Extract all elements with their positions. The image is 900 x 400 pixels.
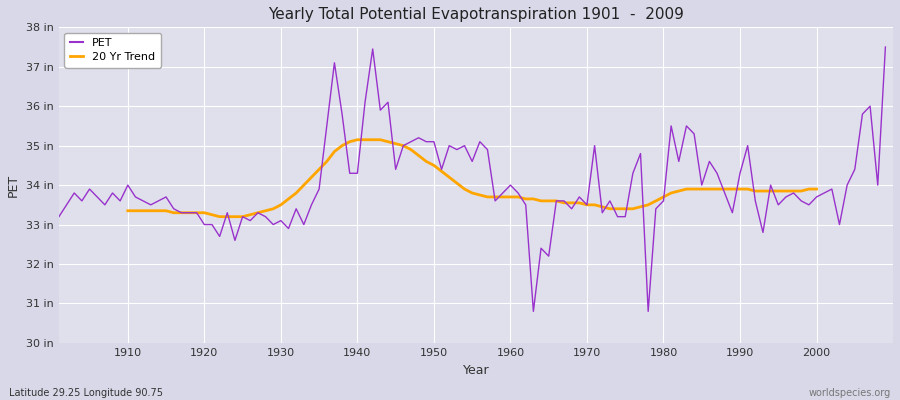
- PET: [528, 309, 539, 314]
- PET: [53, 214, 64, 219]
- Y-axis label: PET: PET: [7, 174, 20, 197]
- 20 Yr Trend: [214, 214, 225, 219]
- Text: Latitude 29.25 Longitude 90.75: Latitude 29.25 Longitude 90.75: [9, 388, 163, 398]
- 20 Yr Trend: [207, 212, 218, 217]
- 20 Yr Trend: [719, 187, 730, 192]
- 20 Yr Trend: [122, 208, 133, 213]
- Legend: PET, 20 Yr Trend: PET, 20 Yr Trend: [65, 33, 161, 68]
- Line: PET: PET: [58, 47, 886, 311]
- PET: [605, 198, 616, 203]
- Title: Yearly Total Potential Evapotranspiration 1901  -  2009: Yearly Total Potential Evapotranspiratio…: [268, 7, 684, 22]
- PET: [284, 226, 294, 231]
- 20 Yr Trend: [352, 137, 363, 142]
- 20 Yr Trend: [291, 191, 302, 196]
- 20 Yr Trend: [306, 175, 317, 180]
- X-axis label: Year: Year: [463, 364, 490, 377]
- 20 Yr Trend: [536, 198, 546, 203]
- Text: worldspecies.org: worldspecies.org: [809, 388, 891, 398]
- PET: [880, 45, 891, 50]
- 20 Yr Trend: [811, 187, 822, 192]
- 20 Yr Trend: [804, 187, 814, 192]
- PET: [505, 183, 516, 188]
- PET: [498, 191, 508, 196]
- Line: 20 Yr Trend: 20 Yr Trend: [128, 140, 816, 217]
- PET: [115, 198, 126, 203]
- PET: [329, 60, 340, 65]
